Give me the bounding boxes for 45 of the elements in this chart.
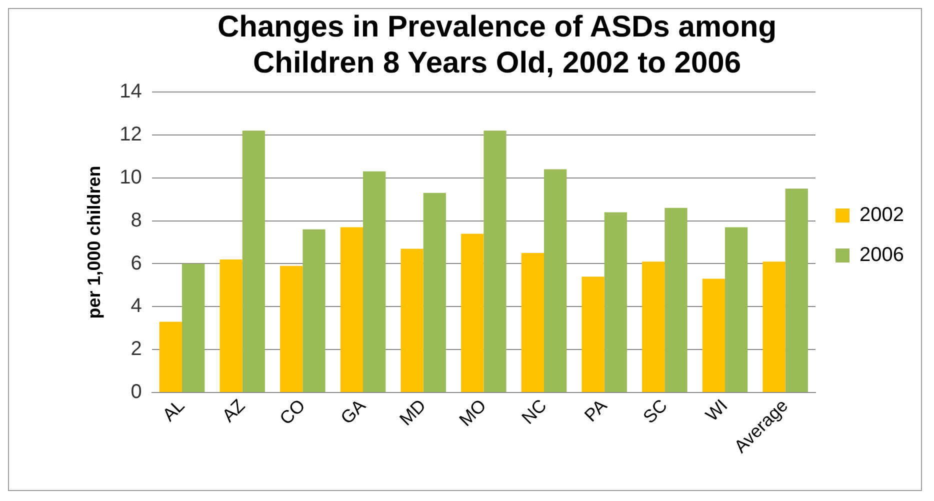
bar xyxy=(582,276,604,392)
bar xyxy=(182,264,205,392)
x-tick-label: AZ xyxy=(218,395,249,426)
x-tick-label: SC xyxy=(639,395,672,428)
bar xyxy=(785,188,808,392)
x-tick-label: PA xyxy=(580,395,611,426)
bar xyxy=(642,262,665,392)
y-tick-label: 10 xyxy=(120,166,142,188)
bar xyxy=(363,171,386,392)
y-tick-label: 14 xyxy=(120,80,142,103)
bar xyxy=(702,278,726,392)
x-tick-label: GA xyxy=(336,395,370,428)
bar xyxy=(280,266,303,392)
y-tick-label: 2 xyxy=(130,338,142,360)
bar xyxy=(340,227,364,392)
bar xyxy=(220,259,242,392)
bar xyxy=(484,130,506,392)
y-tick-label: 8 xyxy=(130,209,142,232)
y-tick-label: 4 xyxy=(130,295,142,318)
bar xyxy=(762,262,786,392)
bar xyxy=(664,208,688,392)
x-tick-label: MO xyxy=(455,395,490,430)
legend-label: 2002 xyxy=(860,204,904,226)
y-tick-label: 0 xyxy=(130,381,142,404)
bar xyxy=(400,248,424,392)
y-tick-label: 12 xyxy=(120,123,142,146)
x-tick-label: NC xyxy=(518,395,550,428)
text: Changes in Prevalence of ASDs among xyxy=(217,10,777,44)
bar xyxy=(544,169,567,392)
bar xyxy=(725,227,748,392)
bar xyxy=(302,229,326,392)
text: Children 8 Years Old, 2002 to 2006 xyxy=(252,46,742,80)
bar xyxy=(521,253,544,392)
x-tick-label: WI xyxy=(702,395,732,426)
bar xyxy=(461,234,484,392)
y-tick-label: 6 xyxy=(130,252,142,274)
bar xyxy=(159,322,182,392)
x-tick-label: CO xyxy=(276,395,310,429)
y-axis-title: per 1,000 children xyxy=(84,166,104,319)
x-tick-label: MD xyxy=(396,395,430,430)
legend-label: 2006 xyxy=(860,244,904,266)
bar xyxy=(604,212,627,392)
x-tick-label: AL xyxy=(158,395,188,426)
bar xyxy=(242,130,265,392)
bar xyxy=(423,192,446,392)
